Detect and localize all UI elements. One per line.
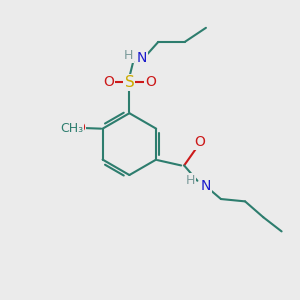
Text: O: O [103, 75, 114, 89]
Text: N: N [200, 179, 211, 193]
Text: S: S [124, 75, 134, 90]
Text: H: H [124, 49, 133, 62]
Text: H: H [186, 174, 195, 187]
Text: O: O [194, 135, 205, 149]
Text: O: O [74, 121, 85, 135]
Text: N: N [137, 51, 147, 65]
Text: O: O [145, 75, 156, 89]
Text: CH₃: CH₃ [60, 122, 83, 135]
